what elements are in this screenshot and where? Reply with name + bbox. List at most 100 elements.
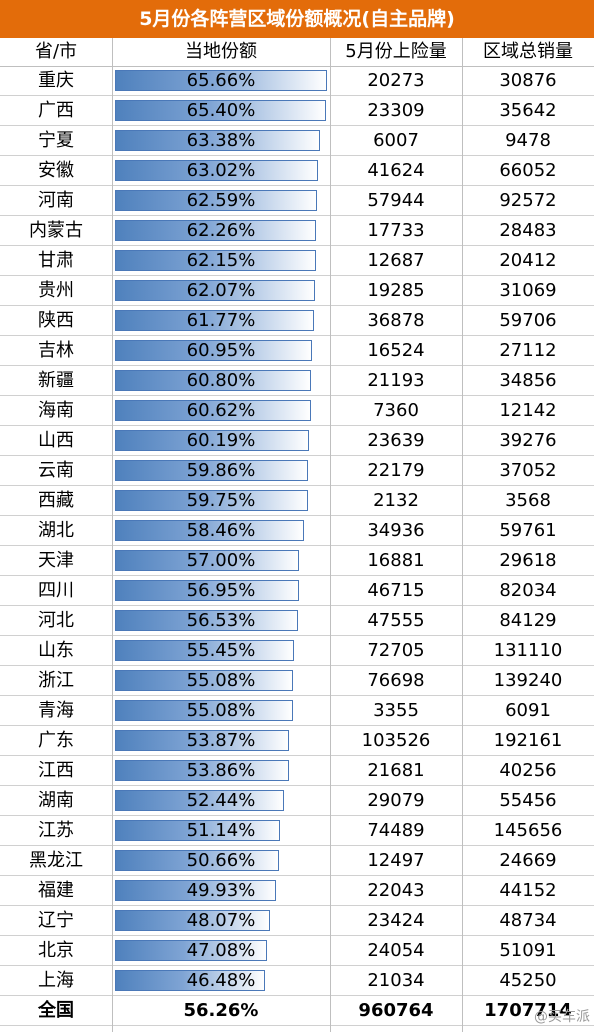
column-divider [330, 38, 331, 1032]
share-value: 50.66% [186, 850, 256, 871]
share-cell: 50.66% [112, 846, 330, 875]
region-cell: 湖北 [38, 520, 74, 541]
table-row: 青海 55.08% 3355 6091 [0, 696, 594, 726]
region-cell: 山东 [38, 640, 74, 661]
insured-cell: 12497 [367, 850, 425, 871]
table-row: 福建 49.93% 22043 44152 [0, 876, 594, 906]
share-value: 63.02% [186, 160, 256, 181]
share-value: 60.80% [186, 370, 256, 391]
total-sales-cell: 139240 [493, 670, 563, 691]
insured-cell: 21034 [367, 970, 425, 991]
share-bar [115, 910, 270, 931]
table-row: 江苏 51.14% 74489 145656 [0, 816, 594, 846]
insured-cell: 72705 [367, 640, 425, 661]
share-bar [115, 790, 284, 811]
region-cell: 新疆 [38, 370, 74, 391]
share-bar [115, 670, 293, 691]
insured-cell: 20273 [367, 70, 425, 91]
share-cell: 62.15% [112, 246, 330, 275]
share-cell: 63.38% [112, 126, 330, 155]
share-value: 60.95% [186, 340, 256, 361]
share-value: 49.93% [186, 880, 256, 901]
insured-cell: 76698 [367, 670, 425, 691]
insured-cell: 6007 [373, 130, 419, 151]
share-bar [115, 940, 267, 961]
share-bar [115, 460, 308, 481]
share-value: 48.07% [186, 910, 256, 931]
share-bar [115, 250, 316, 271]
share-bar [115, 430, 309, 451]
total-row: 全国 56.26% 960764 1707714 [0, 996, 594, 1026]
share-bar [115, 370, 311, 391]
share-bar [115, 640, 294, 661]
table-row: 宁夏 63.38% 6007 9478 [0, 126, 594, 156]
table-row: 河南 62.59% 57944 92572 [0, 186, 594, 216]
header-insured: 5月份上险量 [345, 41, 447, 62]
total-sales-cell: 29618 [499, 550, 557, 571]
share-cell: 59.86% [112, 456, 330, 485]
table-row: 湖南 52.44% 29079 55456 [0, 786, 594, 816]
insured-cell: 34936 [367, 520, 425, 541]
share-cell: 51.14% [112, 816, 330, 845]
total-sales-cell: 82034 [499, 580, 557, 601]
region-cell: 吉林 [38, 340, 74, 361]
share-cell: 65.40% [112, 96, 330, 125]
table-row: 湖北 58.46% 34936 59761 [0, 516, 594, 546]
share-cell: 47.08% [112, 936, 330, 965]
share-cell: 56.95% [112, 576, 330, 605]
share-value: 55.08% [186, 670, 256, 691]
share-cell: 62.26% [112, 216, 330, 245]
share-value: 55.08% [186, 700, 256, 721]
insured-cell: 23639 [367, 430, 425, 451]
table-row: 江西 53.86% 21681 40256 [0, 756, 594, 786]
share-cell: 55.08% [112, 666, 330, 695]
share-bar [115, 970, 265, 991]
share-value: 46.48% [186, 970, 256, 991]
table-row: 四川 56.95% 46715 82034 [0, 576, 594, 606]
share-cell: 62.07% [112, 276, 330, 305]
share-value: 62.26% [186, 220, 256, 241]
table-row: 天津 57.00% 16881 29618 [0, 546, 594, 576]
insured-cell: 960764 [358, 1000, 434, 1021]
insured-cell: 47555 [367, 610, 425, 631]
share-bar [115, 490, 308, 511]
region-cell: 河北 [38, 610, 74, 631]
region-cell: 江苏 [38, 820, 74, 841]
share-value: 60.19% [186, 430, 256, 451]
region-cell: 海南 [38, 400, 74, 421]
region-cell: 宁夏 [38, 130, 74, 151]
table-row: 云南 59.86% 22179 37052 [0, 456, 594, 486]
total-sales-cell: 24669 [499, 850, 557, 871]
total-sales-cell: 3568 [505, 490, 551, 511]
share-bar [115, 400, 311, 421]
insured-cell: 74489 [367, 820, 425, 841]
share-bar [115, 340, 312, 361]
share-cell: 57.00% [112, 546, 330, 575]
share-bar [115, 700, 293, 721]
insured-cell: 2132 [373, 490, 419, 511]
total-sales-cell: 28483 [499, 220, 557, 241]
insured-cell: 3355 [373, 700, 419, 721]
region-cell: 上海 [38, 970, 74, 991]
share-bar [115, 190, 317, 211]
share-bar [115, 520, 304, 541]
share-bar [115, 580, 299, 601]
table-row: 山东 55.45% 72705 131110 [0, 636, 594, 666]
total-sales-cell: 9478 [505, 130, 551, 151]
share-value: 55.45% [186, 640, 256, 661]
insured-cell: 36878 [367, 310, 425, 331]
share-cell: 62.59% [112, 186, 330, 215]
region-cell: 甘肃 [38, 250, 74, 271]
region-cell: 全国 [38, 1000, 74, 1021]
total-sales-cell: 44152 [499, 880, 557, 901]
table-row: 贵州 62.07% 19285 31069 [0, 276, 594, 306]
table-row: 新疆 60.80% 21193 34856 [0, 366, 594, 396]
insured-cell: 46715 [367, 580, 425, 601]
region-cell: 湖南 [38, 790, 74, 811]
share-value: 56.95% [186, 580, 256, 601]
region-cell: 陕西 [38, 310, 74, 331]
insured-cell: 57944 [367, 190, 425, 211]
insured-cell: 17733 [367, 220, 425, 241]
share-value: 53.86% [186, 760, 256, 781]
